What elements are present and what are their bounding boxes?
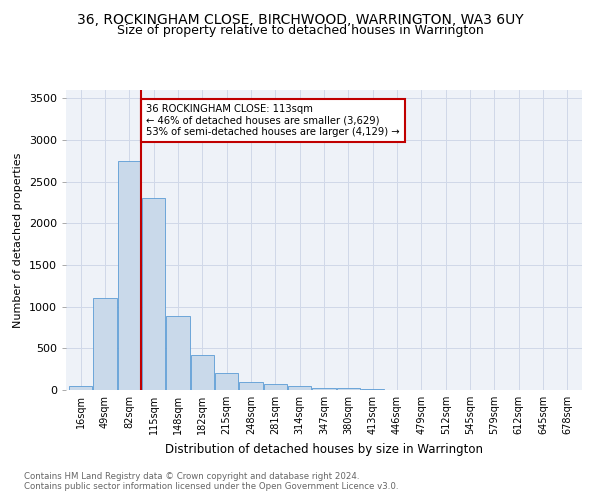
Bar — [142, 198, 165, 390]
Text: Contains public sector information licensed under the Open Government Licence v3: Contains public sector information licen… — [24, 482, 398, 491]
X-axis label: Distribution of detached houses by size in Warrington: Distribution of detached houses by size … — [165, 442, 483, 456]
Bar — [69, 386, 92, 390]
Bar — [288, 386, 311, 390]
Bar — [118, 161, 141, 390]
Bar — [313, 388, 335, 390]
Bar — [94, 298, 116, 390]
Bar — [361, 389, 384, 390]
Bar — [337, 388, 360, 390]
Text: 36 ROCKINGHAM CLOSE: 113sqm
← 46% of detached houses are smaller (3,629)
53% of : 36 ROCKINGHAM CLOSE: 113sqm ← 46% of det… — [146, 104, 400, 138]
Bar — [215, 374, 238, 390]
Bar — [239, 382, 263, 390]
Text: 36, ROCKINGHAM CLOSE, BIRCHWOOD, WARRINGTON, WA3 6UY: 36, ROCKINGHAM CLOSE, BIRCHWOOD, WARRING… — [77, 12, 523, 26]
Text: Size of property relative to detached houses in Warrington: Size of property relative to detached ho… — [116, 24, 484, 37]
Bar — [191, 355, 214, 390]
Bar — [166, 316, 190, 390]
Bar — [264, 384, 287, 390]
Text: Contains HM Land Registry data © Crown copyright and database right 2024.: Contains HM Land Registry data © Crown c… — [24, 472, 359, 481]
Y-axis label: Number of detached properties: Number of detached properties — [13, 152, 23, 328]
